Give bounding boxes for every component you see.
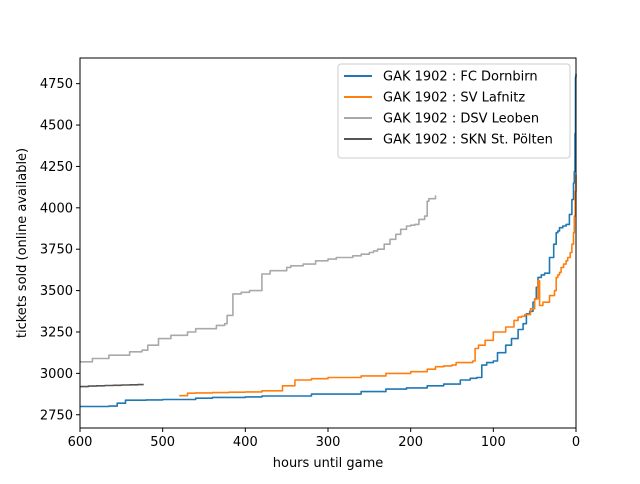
y-tick-label: 4000 <box>40 201 73 216</box>
series-line-1 <box>80 73 577 408</box>
series-line-2 <box>179 174 577 397</box>
x-tick-label: 100 <box>481 435 506 450</box>
y-tick-label: 3250 <box>40 325 73 340</box>
x-tick-label: 0 <box>572 435 580 450</box>
y-tick-label: 4250 <box>40 160 73 175</box>
series-layer <box>80 73 577 408</box>
y-tick-label: 2750 <box>40 408 73 423</box>
y-tick-label: 3750 <box>40 243 73 258</box>
x-tick-label: 400 <box>233 435 258 450</box>
y-tick-label: 4500 <box>40 119 73 134</box>
x-tick-label: 600 <box>68 435 93 450</box>
y-axis: 2750 3000 3250 3500 3750 4000 4250 4500 4750 <box>40 77 80 423</box>
x-axis: 600 500 400 300 200 100 0 <box>68 428 580 450</box>
y-axis-label: tickets sold (online available) <box>15 148 30 338</box>
y-tick-label: 3000 <box>40 367 73 382</box>
x-tick-label: 200 <box>398 435 423 450</box>
series-line-4 <box>80 383 144 388</box>
legend-box <box>337 63 571 159</box>
series-line-3 <box>80 195 437 363</box>
legend-label-1: GAK 1902 : FC Dornbirn <box>383 70 538 85</box>
legend: GAK 1902 : FC Dornbirn GAK 1902 : SV Lafn… <box>337 63 571 159</box>
legend-label-4: GAK 1902 : SKN St. Pölten <box>383 133 553 148</box>
x-tick-label: 300 <box>316 435 341 450</box>
x-axis-label: hours until game <box>273 456 384 471</box>
legend-label-2: GAK 1902 : SV Lafnitz <box>383 91 525 106</box>
y-tick-label: 4750 <box>40 77 73 92</box>
y-tick-label: 3500 <box>40 284 73 299</box>
legend-label-3: GAK 1902 : DSV Leoben <box>383 112 539 127</box>
x-tick-label: 500 <box>150 435 175 450</box>
